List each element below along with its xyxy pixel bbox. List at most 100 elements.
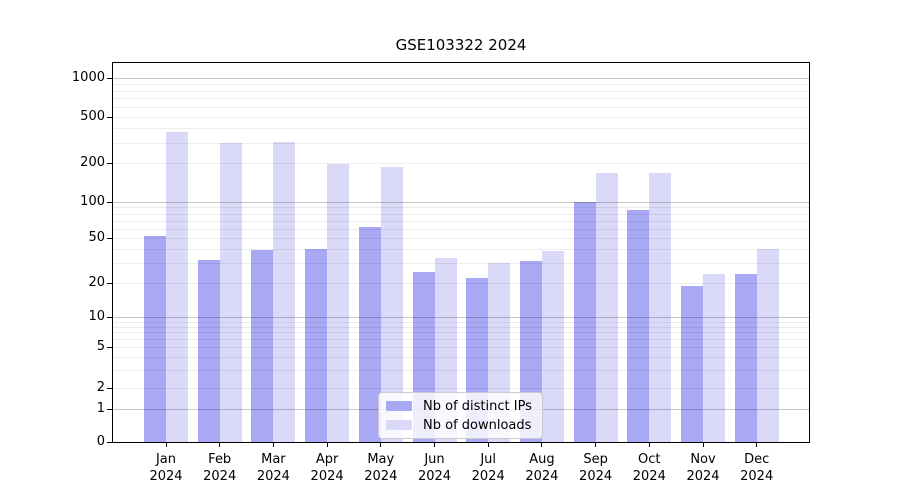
bar-downloads-apr [327, 163, 350, 442]
y-tick-mark [107, 316, 112, 318]
x-tick-label: Sep 2024 [569, 451, 623, 485]
x-tick-mark [219, 443, 221, 447]
x-tick-month: Sep [583, 452, 608, 467]
y-tick-label: 5 [96, 339, 105, 354]
y-tick-mark [107, 237, 112, 239]
bar-downloads-aug [541, 251, 564, 442]
y-tick-mark [107, 77, 112, 79]
y-tick-label: 10 [88, 309, 105, 324]
x-tick-year: 2024 [686, 469, 720, 484]
x-tick-month: Oct [638, 452, 661, 467]
x-tick-mark [487, 443, 489, 447]
bar-downloads-mar [273, 141, 296, 442]
x-tick-year: 2024 [740, 469, 774, 484]
y-tick-mark [107, 387, 112, 389]
x-tick-label: Mar 2024 [246, 451, 300, 485]
bar-downloads-feb [219, 142, 242, 442]
x-tick-mark [272, 443, 274, 447]
x-tick-month: Jan [155, 452, 177, 467]
x-tick-year: 2024 [203, 469, 237, 484]
x-tick-year: 2024 [632, 469, 666, 484]
y-tick-label: 1 [96, 401, 105, 416]
bar-distinct-ips-may [358, 226, 381, 442]
y-tick-mark [107, 346, 112, 348]
bar-distinct-ips-jan [144, 235, 166, 442]
x-tick-mark [434, 443, 435, 447]
x-tick-label: Aug 2024 [515, 451, 569, 485]
bar-distinct-ips-apr [305, 248, 328, 442]
bar-downloads-may [380, 167, 403, 442]
x-tick-year: 2024 [525, 469, 559, 484]
bar-distinct-ips-oct [627, 209, 650, 442]
x-tick-label: Jan 2024 [139, 451, 193, 485]
x-tick-label: Jul 2024 [461, 451, 515, 485]
x-tick-month: Mar [261, 452, 286, 467]
legend-item: Nb of distinct IPs [386, 398, 532, 414]
y-tick-label: 2 [96, 380, 105, 395]
y-tick-label: 200 [80, 155, 105, 170]
y-tick-mark [107, 116, 112, 118]
legend: Nb of distinct IPs Nb of downloads [378, 392, 543, 439]
x-tick-label: Oct 2024 [622, 451, 676, 485]
legend-label: Nb of distinct IPs [423, 398, 532, 414]
x-tick-label: Jun 2024 [408, 451, 462, 485]
x-tick-month: May [367, 452, 395, 467]
bar-distinct-ips-mar [251, 250, 274, 442]
chart-title: GSE103322 2024 [395, 36, 527, 54]
x-tick-label: Nov 2024 [676, 451, 730, 485]
y-tick-mark [107, 282, 112, 284]
y-tick-label: 100 [80, 194, 105, 209]
y-tick-mark [107, 201, 112, 203]
x-tick-mark [165, 443, 167, 447]
x-tick-year: 2024 [417, 469, 452, 484]
x-tick-mark [380, 443, 382, 447]
x-tick-mark [648, 443, 650, 447]
x-tick-year: 2024 [256, 469, 290, 484]
bar-distinct-ips-sep [573, 202, 596, 442]
x-tick-month: Feb [208, 452, 232, 467]
x-tick-mark [595, 443, 597, 447]
x-tick-month: Jul [480, 452, 497, 467]
bar-distinct-ips-nov [681, 285, 703, 442]
bar-downloads-jan [166, 132, 188, 442]
x-tick-year: 2024 [471, 469, 505, 484]
legend-label: Nb of downloads [423, 417, 532, 433]
bar-distinct-ips-dec [734, 274, 757, 442]
plot-area [112, 62, 810, 443]
x-tick-year: 2024 [310, 469, 344, 484]
x-tick-year: 2024 [364, 469, 398, 484]
x-tick-label: Dec 2024 [730, 451, 784, 485]
bar-downloads-sep [595, 172, 618, 442]
x-tick-month: Nov [690, 452, 716, 467]
x-tick-month: Dec [744, 452, 770, 467]
legend-swatch-downloads [386, 420, 412, 430]
legend-swatch-distinct-ips [386, 401, 412, 411]
x-tick-month: Jun [424, 452, 445, 467]
x-tick-month: Apr [315, 452, 339, 467]
y-tick-mark [107, 441, 112, 443]
x-tick-label: May 2024 [354, 451, 408, 485]
x-tick-mark [702, 443, 704, 447]
x-tick-mark [756, 443, 758, 447]
legend-item: Nb of downloads [386, 417, 532, 433]
y-tick-mark [107, 162, 112, 164]
y-tick-label: 50 [88, 230, 105, 245]
x-tick-mark [541, 443, 543, 447]
x-tick-mark [326, 443, 328, 447]
bar-distinct-ips-feb [197, 259, 220, 442]
x-tick-month: Aug [529, 452, 555, 467]
x-tick-label: Apr 2024 [300, 451, 354, 485]
y-tick-label: 20 [88, 275, 105, 290]
bar-downloads-dec [756, 248, 779, 442]
y-tick-label: 500 [80, 109, 105, 124]
x-tick-label: Feb 2024 [193, 451, 247, 485]
bars-layer [113, 63, 809, 442]
x-tick-year: 2024 [579, 469, 613, 484]
y-tick-mark [107, 408, 112, 410]
y-tick-label: 1000 [71, 70, 105, 85]
y-tick-label: 0 [96, 434, 105, 449]
bar-downloads-oct [649, 172, 672, 442]
bar-downloads-nov [703, 274, 725, 442]
x-tick-year: 2024 [149, 469, 183, 484]
